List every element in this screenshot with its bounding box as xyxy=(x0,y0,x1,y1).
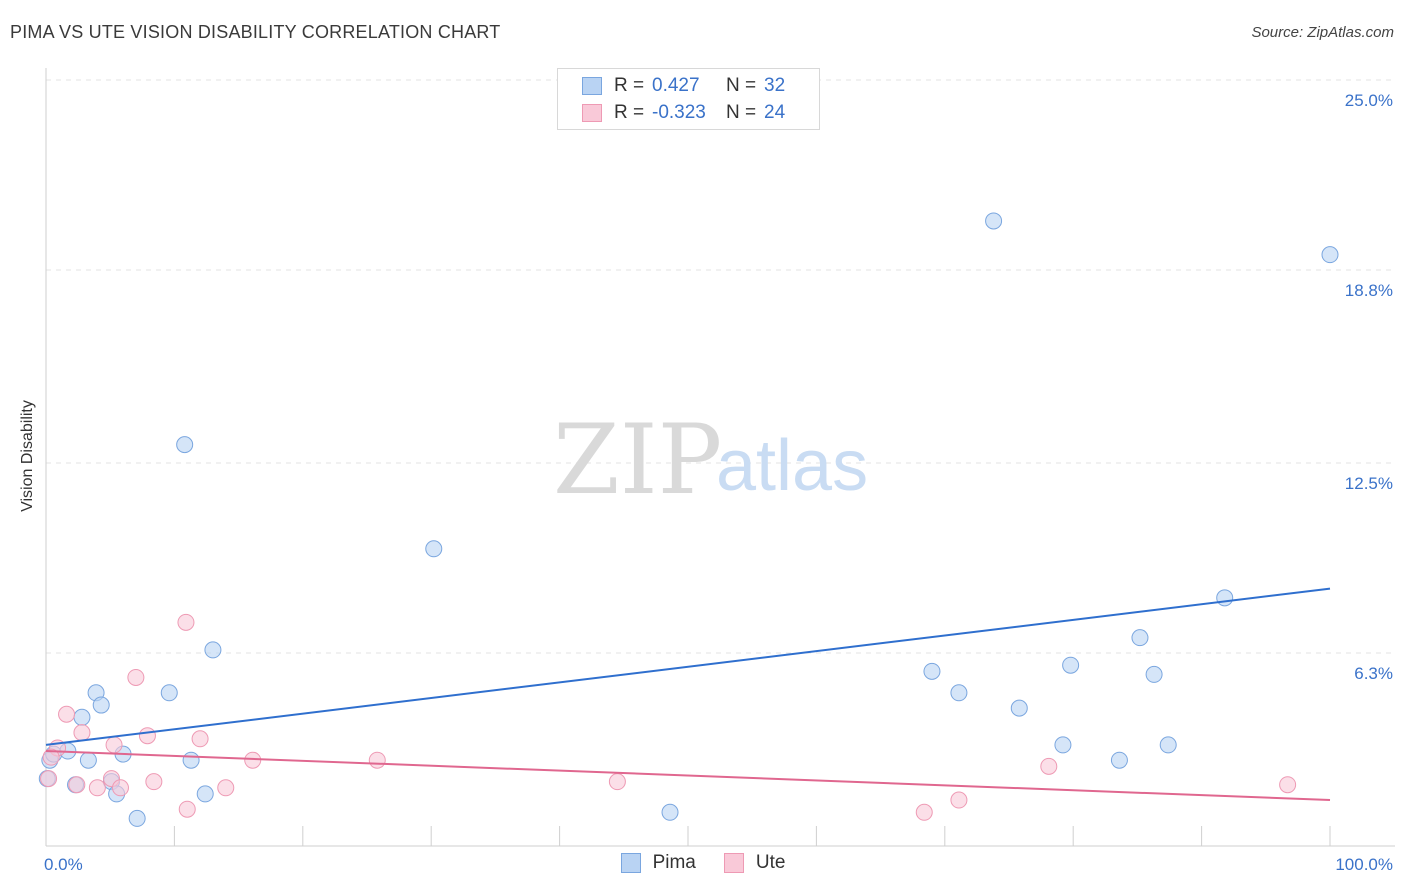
watermark-atlas: atlas xyxy=(716,426,868,506)
ute-point xyxy=(145,773,163,791)
pima-point xyxy=(1110,751,1128,769)
pima-point xyxy=(128,809,146,827)
r-value: 0.427 xyxy=(652,75,700,96)
pima-point xyxy=(1159,736,1177,754)
pima-trendline xyxy=(45,587,1331,746)
pima-point xyxy=(1010,699,1028,717)
stats-legend: R = 0.427 N = 32 R = -0.323 N = 24 xyxy=(557,68,820,130)
pima-point xyxy=(1062,656,1080,674)
pima-point xyxy=(1054,736,1072,754)
pima-point xyxy=(196,785,214,803)
points-layer xyxy=(38,212,1339,827)
ute-point xyxy=(177,613,195,631)
ute-point xyxy=(42,748,60,766)
pima-swatch xyxy=(582,77,602,95)
pima-point xyxy=(1321,246,1339,264)
y-tick-label: 6.3% xyxy=(1354,664,1393,683)
gridlines xyxy=(46,79,1395,654)
x-tick-label: 0.0% xyxy=(44,855,83,874)
pima-point xyxy=(923,662,941,680)
ute-point xyxy=(191,730,209,748)
ute-point xyxy=(368,751,386,769)
chart-title: PIMA VS UTE VISION DISABILITY CORRELATIO… xyxy=(10,22,501,42)
pima-point xyxy=(204,641,222,659)
ute-point xyxy=(1040,757,1058,775)
ute-point xyxy=(58,705,76,723)
x-tick-label: 100.0% xyxy=(1335,855,1393,874)
ute-point xyxy=(105,736,123,754)
axes xyxy=(45,68,1395,847)
pima-point xyxy=(1145,665,1163,683)
tick-labels: 6.3% 12.5% 18.8% 25.0% 0.0% 100.0% xyxy=(44,91,1393,874)
n-label: N = xyxy=(726,75,757,96)
source-label: Source: ZipAtlas.com xyxy=(1251,24,1394,41)
ute-point xyxy=(138,727,156,745)
stats-row-pima: R = 0.427 N = 32 xyxy=(582,73,785,99)
pima-swatch xyxy=(620,853,641,873)
ute-point xyxy=(950,791,968,809)
r-label: R = xyxy=(614,102,645,123)
pima-point xyxy=(950,684,968,702)
y-tick-label: 12.5% xyxy=(1345,474,1393,493)
pima-point xyxy=(176,436,194,454)
ute-point xyxy=(1279,776,1297,794)
ute-trendline xyxy=(45,750,1331,802)
ute-point xyxy=(111,779,129,797)
ute-point xyxy=(40,770,58,788)
n-value: 24 xyxy=(764,102,786,123)
ute-point xyxy=(217,779,235,797)
pima-point xyxy=(73,708,91,726)
ute-point xyxy=(608,773,626,791)
legend-item-ute[interactable]: Ute xyxy=(723,852,786,874)
trendlines xyxy=(45,587,1331,802)
r-label: R = xyxy=(614,75,645,96)
ute-point xyxy=(244,751,262,769)
watermark-zip: ZIP xyxy=(553,404,722,516)
ute-point xyxy=(73,724,91,742)
pima-point xyxy=(985,212,1003,230)
pima-point xyxy=(182,751,200,769)
watermark: ZIP atlas xyxy=(553,404,868,516)
ute-swatch xyxy=(582,104,602,122)
pima-point xyxy=(92,696,110,714)
pima-point xyxy=(661,803,679,821)
y-tick-label: 18.8% xyxy=(1345,281,1393,300)
ute-point xyxy=(178,800,196,818)
pima-point xyxy=(425,540,443,558)
pima-point xyxy=(79,751,97,769)
n-value: 32 xyxy=(764,75,786,96)
y-tick-label: 25.0% xyxy=(1345,91,1393,110)
legend-item-pima[interactable]: Pima xyxy=(620,852,696,874)
pima-point xyxy=(1216,589,1234,607)
ute-point xyxy=(68,776,86,794)
legend-label-ute: Ute xyxy=(755,852,786,873)
ute-point xyxy=(127,668,145,686)
ute-point xyxy=(915,803,933,821)
n-label: N = xyxy=(726,102,757,123)
ute-point xyxy=(88,779,106,797)
ute-swatch xyxy=(723,853,744,873)
pima-point xyxy=(1131,629,1149,647)
series-legend: Pima Ute xyxy=(0,852,1406,874)
pima-point xyxy=(160,684,178,702)
stats-row-ute: R = -0.323 N = 24 xyxy=(582,100,785,126)
legend-label-pima: Pima xyxy=(652,852,696,873)
r-value: -0.323 xyxy=(652,102,706,123)
